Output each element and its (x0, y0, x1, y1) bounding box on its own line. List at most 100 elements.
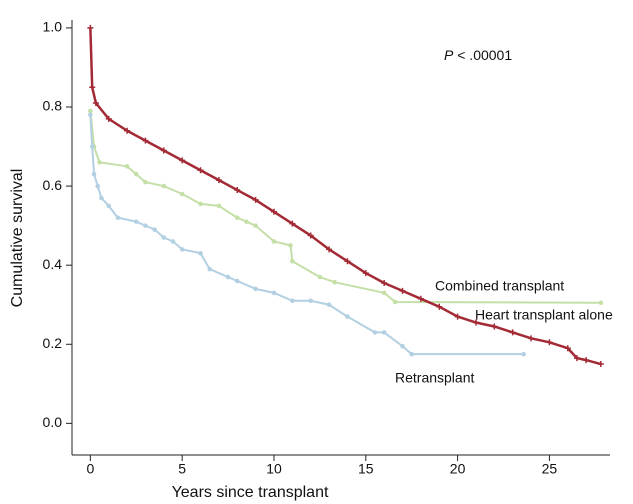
series-line (89, 114, 524, 356)
censor-mark (317, 274, 323, 280)
x-tick-label: 0 (86, 461, 94, 477)
censor-mark (491, 323, 498, 330)
censor-mark (271, 290, 277, 296)
y-tick-label: 0.8 (43, 98, 63, 114)
annotation-italic: P (444, 47, 454, 63)
censor-mark (528, 335, 535, 342)
series-label: Heart transplant alone (475, 307, 613, 323)
censor-mark (115, 215, 121, 221)
censor-mark (106, 203, 112, 209)
censor-mark (198, 201, 203, 207)
censor-mark (179, 191, 185, 197)
x-tick-label: 25 (542, 461, 558, 477)
censor-mark (271, 239, 277, 244)
censor-mark (417, 295, 424, 302)
censor-mark (583, 357, 590, 364)
censor-mark (88, 108, 93, 114)
annotation-text: < .00001 (457, 47, 512, 63)
censor-mark (161, 235, 167, 240)
censor-mark (521, 351, 526, 357)
x-tick-label: 10 (266, 461, 282, 477)
censor-mark (170, 239, 176, 244)
censor-mark (234, 278, 240, 284)
censor-mark (91, 171, 97, 177)
censor-mark (99, 195, 104, 201)
censor-mark (289, 220, 296, 227)
censor-mark (234, 187, 241, 194)
censor-mark (160, 147, 167, 154)
censor-mark (362, 270, 369, 277)
censor-mark (400, 343, 405, 349)
censor-mark (564, 345, 571, 352)
censor-mark (179, 157, 186, 164)
censor-mark (290, 258, 295, 264)
censor-mark (197, 167, 204, 174)
censor-mark (215, 177, 222, 184)
censor-mark (573, 355, 580, 362)
x-tick-label: 15 (358, 461, 374, 477)
censor-mark (381, 330, 387, 335)
x-tick-label: 20 (450, 461, 466, 477)
censor-mark (392, 299, 398, 305)
censor-mark (509, 329, 516, 336)
censor-mark (345, 314, 350, 319)
censor-mark (143, 223, 148, 228)
censor-mark (290, 298, 295, 304)
censor-mark (143, 179, 148, 185)
censor-mark (399, 287, 406, 294)
censor-mark (88, 112, 93, 118)
censor-mark (326, 246, 333, 253)
censor-mark (253, 286, 258, 292)
censor-mark (472, 319, 479, 326)
series-line (89, 110, 601, 304)
censor-mark (332, 279, 337, 285)
censor-mark (92, 100, 99, 107)
censor-mark (179, 247, 185, 252)
x-axis-label: Years since transplant (172, 484, 329, 501)
censor-mark (381, 290, 387, 296)
series-label: Combined transplant (435, 278, 564, 294)
censor-mark (307, 232, 314, 239)
y-tick-label: 0.6 (43, 177, 63, 193)
censor-mark (234, 215, 240, 221)
x-tick-label: 5 (178, 461, 186, 477)
censor-mark (454, 313, 461, 320)
censor-mark (597, 361, 604, 368)
series-line (89, 27, 602, 366)
censor-mark (97, 160, 102, 165)
y-tick-label: 1.0 (43, 19, 63, 35)
y-tick-label: 0.2 (43, 335, 63, 351)
censor-mark (288, 243, 293, 248)
censor-mark (105, 115, 112, 122)
censor-mark (436, 303, 443, 310)
censor-mark (244, 219, 249, 224)
censor-mark (87, 24, 94, 31)
censor-mark (381, 279, 388, 286)
censor-mark (546, 339, 553, 346)
censor-mark (124, 127, 131, 134)
censor-mark (409, 351, 414, 357)
y-axis-label: Cumulative survival (9, 169, 26, 308)
censor-mark (198, 251, 203, 256)
censor-mark (89, 144, 95, 149)
censor-mark (326, 302, 332, 308)
censor-mark (142, 137, 149, 144)
censor-mark (344, 258, 351, 265)
y-tick-label: 0.0 (43, 414, 63, 430)
censor-mark (253, 223, 258, 228)
censor-mark (161, 183, 167, 189)
censor-mark (152, 227, 157, 232)
censor-mark (270, 208, 277, 215)
censor-mark (308, 298, 314, 304)
y-tick-label: 0.4 (43, 256, 63, 272)
censor-mark (133, 219, 139, 224)
censor-mark (216, 203, 222, 209)
censor-mark (598, 300, 604, 306)
censor-mark (95, 183, 101, 189)
censor-mark (372, 330, 378, 335)
censor-mark (252, 196, 259, 203)
censor-mark (225, 274, 231, 280)
censor-mark (89, 84, 96, 91)
censor-mark (133, 171, 139, 177)
series-label: Retransplant (395, 370, 474, 386)
